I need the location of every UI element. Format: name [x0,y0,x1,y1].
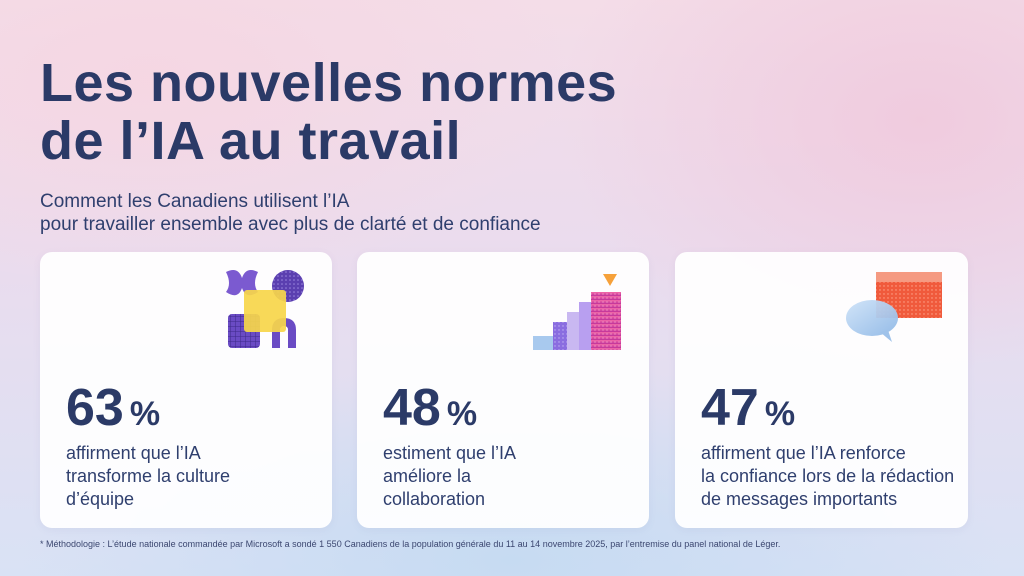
subtitle-line-2: pour travailler ensemble avec plus de cl… [40,214,541,235]
stat-number: 48 [383,379,441,437]
stat-card-collaboration: 48% estiment que l’IA améliore la collab… [357,252,649,528]
stat-description: affirment que l’IA renforce la confiance… [701,442,956,511]
stat-description-line: collaboration [383,489,486,509]
page-title: Les nouvelles normes de l’IA au travail [40,54,617,170]
stat-description-line: améliore la [383,466,472,486]
stat-unit: % [129,395,161,433]
stat-unit: % [764,395,796,433]
stat-value: 63% [66,378,160,444]
subtitle-line-1: Comment les Canadiens utilisent l’IA [40,191,350,212]
stat-card-culture: 63% affirment que l’IA transforme la cul… [40,252,332,528]
stat-description-line: la confiance lors de la rédaction [701,466,955,486]
stat-description: estiment que l’IA améliore la collaborat… [383,442,637,511]
stat-number: 47 [701,379,759,437]
stat-description-line: affirment que l’IA renforce [701,443,906,463]
abstract-shapes-icon [220,266,310,361]
page-subtitle: Comment les Canadiens utilisent l’IA pou… [40,190,541,236]
stat-description: affirment que l’IA transforme la culture… [66,442,320,511]
stat-description-line: de messages importants [701,489,898,509]
methodology-footnote: * Méthodologie : L’étude nationale comma… [40,539,781,549]
stat-number: 63 [66,379,124,437]
stat-unit: % [446,395,478,433]
stat-value: 47% [701,378,795,444]
stat-description-line: affirment que l’IA [66,443,201,463]
title-line-2: de l’IA au travail [40,111,462,171]
stat-value: 48% [383,378,477,444]
stat-card-confidence: 47% affirment que l’IA renforce la confi… [675,252,968,528]
stat-description-line: transforme la culture [66,466,231,486]
stat-description-line: estiment que l’IA [383,443,517,463]
chat-bubbles-icon [846,272,946,351]
title-line-1: Les nouvelles normes [40,53,618,113]
stat-description-line: d’équipe [66,489,135,509]
rising-steps-icon [533,272,629,359]
